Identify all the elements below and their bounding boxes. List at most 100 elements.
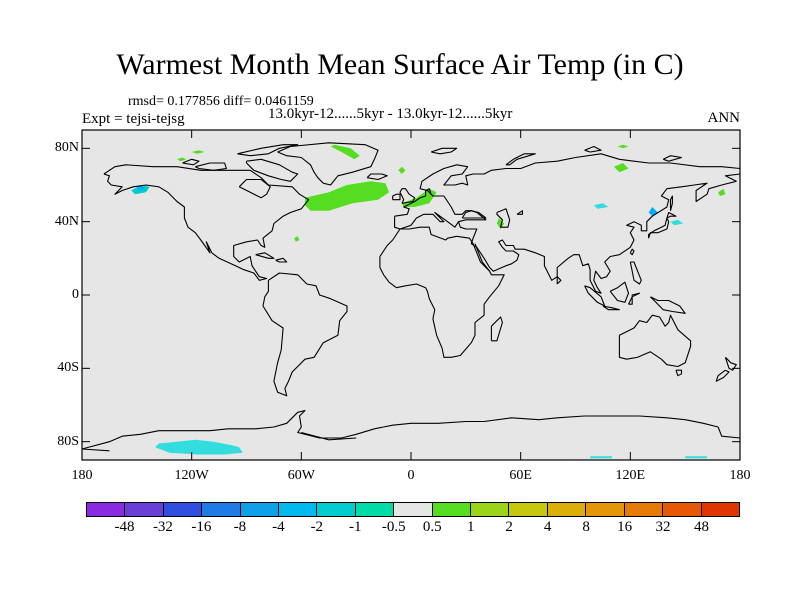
- anomaly-west-atlantic-warming: [294, 236, 300, 242]
- colorbar-label: 0.5: [422, 519, 442, 535]
- colorbar-swatch: [87, 503, 126, 516]
- coast-europe: [394, 153, 741, 230]
- coast-tasmania: [675, 369, 683, 377]
- colorbar-swatch: [240, 503, 280, 516]
- colorbar-label: -0.5: [381, 519, 406, 535]
- anomaly-barents-warming: [398, 166, 406, 174]
- colorbar-swatch: [202, 503, 241, 516]
- colorbar-label: 1: [466, 519, 475, 535]
- coast-sulawesi: [628, 292, 641, 305]
- colorbar-swatch: [586, 503, 625, 516]
- coast-sri-lanka: [556, 276, 562, 285]
- experiment-id-label: Expt = tejsi-tejsg: [82, 111, 185, 127]
- lon-tick-label: 120E: [615, 468, 646, 483]
- coast-borneo: [609, 281, 630, 303]
- colorbar-label: -32: [152, 519, 173, 535]
- anomaly-east-asia-warming: [613, 163, 629, 173]
- colorbar-swatch: [355, 503, 395, 516]
- lat-tick-label: 80S: [57, 433, 79, 449]
- coast-antarctica: [81, 409, 741, 450]
- coast-iceland: [366, 173, 388, 181]
- colorbar-swatch: [701, 503, 739, 516]
- colorbar-swatch: [509, 503, 548, 516]
- rmsd-diff-stats: rmsd= 0.177856 diff= 0.0461159: [128, 94, 314, 109]
- colorbar-swatch: [125, 503, 164, 516]
- colorbar-label: -2: [310, 519, 324, 535]
- colorbar-label: 4: [543, 519, 552, 535]
- coast-new-zealand-s: [715, 369, 730, 382]
- colorbar-swatch: [279, 503, 318, 516]
- anomaly-west-pacific-cooling: [670, 219, 684, 226]
- coast-south-america: [262, 272, 348, 397]
- lon-tick-label: 120W: [174, 468, 209, 483]
- colorbar-label: -16: [191, 519, 212, 535]
- coast-europe-west: [394, 188, 434, 217]
- colorbar-label: -8: [233, 519, 247, 535]
- coast-ellesmere: [237, 144, 299, 157]
- anomaly-siberia-warming: [617, 144, 629, 149]
- anomaly-arctic-canada-warming: [191, 150, 205, 154]
- coast-new-zealand-n: [724, 356, 737, 371]
- coast-black-sea: [461, 210, 487, 219]
- coast-sakhalin: [669, 195, 673, 211]
- coast-madagascar: [490, 316, 503, 342]
- experiment-period-label: 13.0kyr-12......5kyr - 13.0kyr-12......5…: [268, 106, 513, 122]
- colorbar-swatch: [624, 503, 664, 516]
- colorbar: [86, 502, 740, 517]
- coast-novaya-zemlya: [505, 153, 536, 166]
- coast-svalbard: [430, 147, 458, 155]
- anomaly-kamchatka-warming: [718, 188, 726, 196]
- lon-tick-label: 60W: [287, 468, 315, 483]
- lat-tick-label: 80N: [54, 140, 79, 156]
- colorbar-swatch: [432, 503, 472, 516]
- coast-africa: [379, 226, 505, 358]
- colorbar-swatch: [317, 503, 356, 516]
- coast-java: [602, 305, 620, 311]
- colorbar-label: -48: [114, 519, 135, 535]
- anomaly-indian-antarctic-cooling: [590, 456, 613, 459]
- colorbar-label: 48: [694, 519, 710, 535]
- coast-australia: [618, 314, 692, 368]
- lon-tick-label: 180: [729, 468, 751, 483]
- season-label: ANN: [707, 110, 741, 126]
- lon-tick-label: 180: [71, 468, 93, 483]
- coast-new-guinea: [650, 296, 686, 314]
- coast-arabia-red-sea: [474, 243, 491, 272]
- coast-victoria-isl: [195, 162, 227, 171]
- coast-ireland: [392, 193, 401, 201]
- colorbar-label: 2: [505, 519, 513, 535]
- coast-hispaniola: [275, 257, 288, 263]
- colorbar-label: -1: [349, 519, 362, 535]
- colorbar-label: 32: [655, 519, 671, 535]
- colorbar-label: -4: [272, 519, 285, 535]
- coast-greenland: [277, 142, 379, 186]
- lat-tick-label: 40S: [57, 360, 79, 376]
- lat-tick-label: 0: [72, 287, 79, 302]
- anomaly-antarctic-cooling: [155, 439, 243, 455]
- colorbar-swatch: [547, 503, 587, 516]
- colorbar-swatch: [471, 503, 510, 516]
- coast-weddell-ice: [301, 431, 357, 441]
- lon-tick-label: 0: [407, 468, 415, 483]
- colorbar-label: 16: [617, 519, 633, 535]
- map-background: [82, 130, 740, 460]
- coast-japan: [648, 211, 677, 239]
- coast-new-siberian: [662, 155, 683, 162]
- coast-great-britain: [399, 188, 416, 204]
- map-title: Warmest Month Mean Surface Air Temp (in …: [116, 48, 684, 81]
- coastline-layer: [81, 142, 741, 452]
- anomaly-pacific-antarctic-cooling: [685, 456, 708, 459]
- coast-caspian: [496, 208, 511, 228]
- colorbar-swatch: [663, 503, 702, 516]
- anomaly-central-asia-cooling: [593, 203, 609, 209]
- coast-asia-east: [457, 173, 741, 294]
- anomaly-greenland-warming: [330, 144, 360, 160]
- coast-philippines: [629, 261, 642, 285]
- coast-hudson-bay: [238, 178, 271, 199]
- anomaly-caspian-warming: [496, 218, 505, 229]
- coast-ross-ice: [81, 448, 110, 452]
- anomaly-north-atlantic-warming: [305, 181, 390, 211]
- lat-tick-label: 40N: [54, 213, 79, 229]
- coast-baffin: [245, 158, 299, 182]
